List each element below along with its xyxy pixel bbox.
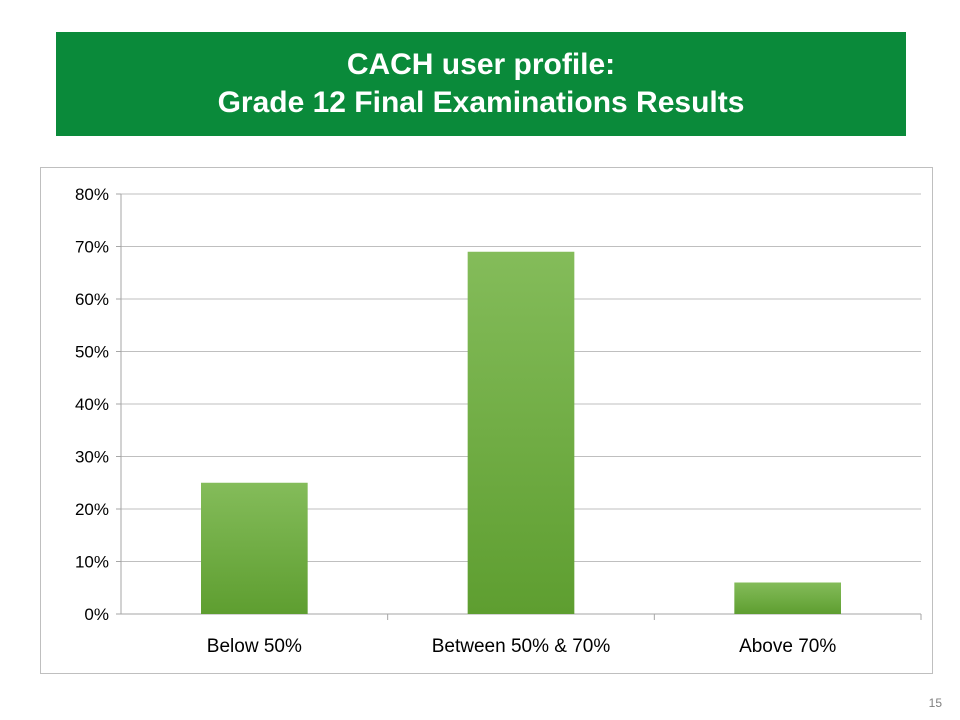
bars [201, 251, 841, 614]
bar [201, 482, 308, 614]
slide-title-line2: Grade 12 Final Examinations Results [217, 86, 745, 119]
y-tick-label: 70% [75, 238, 109, 257]
y-tick-label: 10% [75, 553, 109, 572]
x-axis-ticks: Below 50% Between 50% & 70% Above 70% [207, 636, 837, 657]
chart-frame: 0% 10% 20% 30% 40% 50% 60% 70% 80% Below 50% Betw… [40, 167, 933, 674]
y-axis-ticks: 0% 10% 20% 30% 40% 50% 60% 70% 80% [75, 185, 109, 624]
x-tick-label: Between 50% & 70% [432, 636, 611, 657]
title-banner: CACH user profile: Grade 12 Final Examin… [56, 32, 906, 136]
bar [734, 582, 841, 614]
y-tick-label: 40% [75, 395, 109, 414]
y-tick-label: 30% [75, 448, 109, 467]
y-tick-label: 80% [75, 185, 109, 204]
x-tick-label: Below 50% [207, 636, 302, 657]
y-tick-label: 50% [75, 343, 109, 362]
y-tick-label: 20% [75, 500, 109, 519]
bar [467, 251, 575, 614]
y-tick-label: 60% [75, 290, 109, 309]
slide-title-line1: CACH user profile: [346, 48, 616, 81]
page-number: 15 [928, 696, 942, 710]
x-tick-label: Above 70% [739, 636, 836, 657]
y-tick-label: 0% [84, 605, 109, 624]
bar-chart: 0% 10% 20% 30% 40% 50% 60% 70% 80% Below 50% Betw… [75, 185, 922, 657]
